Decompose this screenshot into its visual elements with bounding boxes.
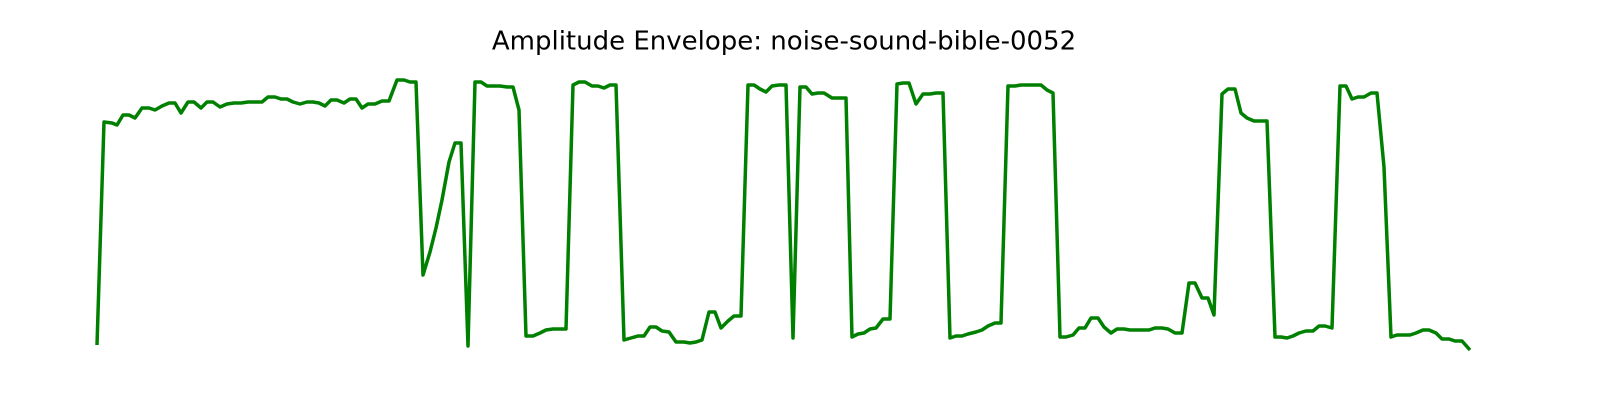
envelope-line [95,78,1472,352]
chart-title: Amplitude Envelope: noise-sound-bible-00… [492,27,1076,57]
